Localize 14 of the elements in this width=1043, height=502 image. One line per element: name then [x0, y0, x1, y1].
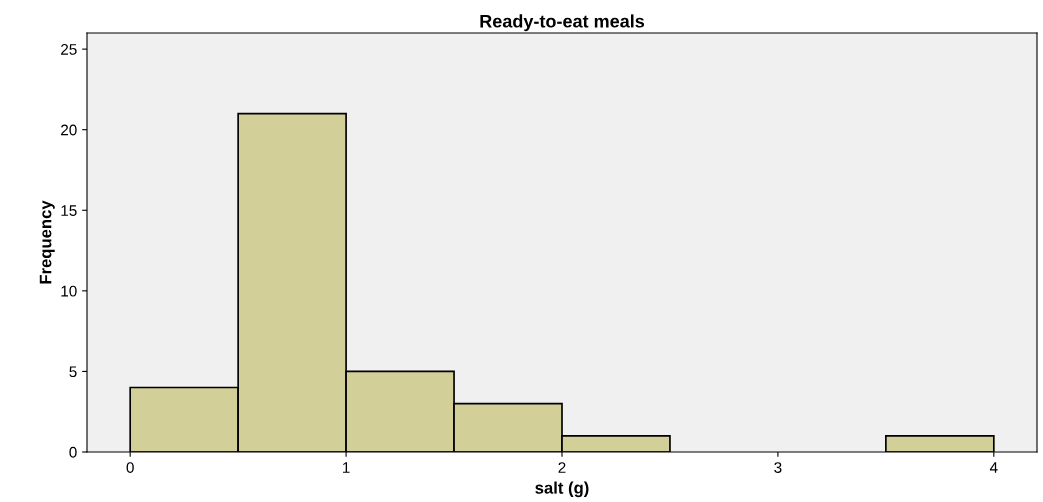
x-axis-title: salt (g): [535, 481, 589, 498]
x-tick-label: 3: [774, 462, 782, 473]
y-tick-label: 0: [69, 446, 77, 458]
y-tick-label: 15: [61, 205, 77, 216]
x-tick-label: 1: [343, 462, 350, 473]
x-tick-label: 0: [126, 462, 134, 473]
y-tick-label: 10: [61, 285, 77, 297]
x-tick-label: 4: [989, 462, 998, 473]
x-tick-label: 2: [558, 462, 566, 473]
y-axis-title: Frequency: [39, 200, 55, 284]
y-tick-label: 25: [61, 43, 77, 55]
chart-title: Ready-to-eat meals: [480, 14, 645, 32]
y-tick-label: 20: [61, 124, 77, 136]
y-tick-label: 5: [69, 366, 77, 378]
